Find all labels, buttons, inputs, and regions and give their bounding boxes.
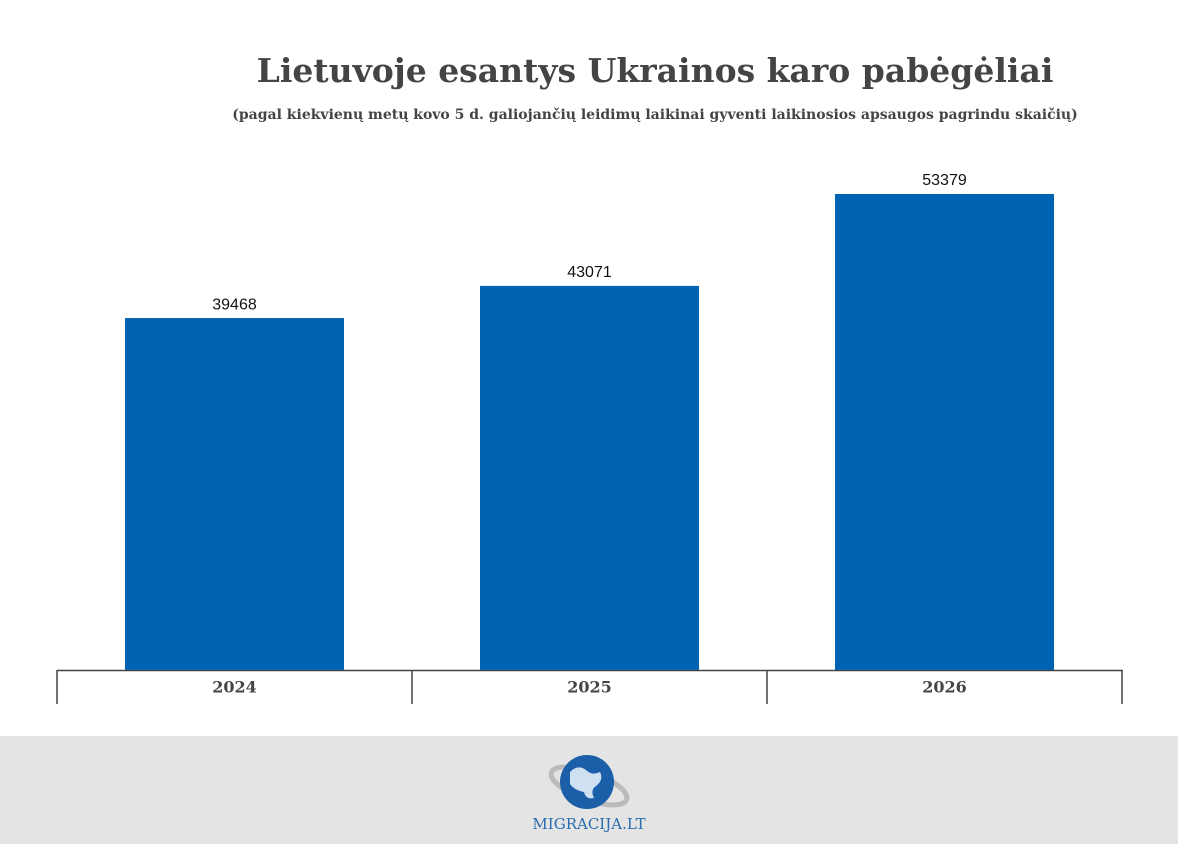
value-label: 39468	[212, 296, 257, 313]
chart-subtitle: (pagal kiekvienų metų kovo 5 d. galiojan…	[232, 107, 1077, 123]
bar	[480, 285, 699, 670]
value-label: 53379	[922, 172, 967, 189]
bar	[125, 318, 344, 670]
bar	[835, 194, 1054, 670]
x-tick-label: 2026	[922, 678, 967, 697]
value-label: 43071	[567, 264, 612, 281]
logo	[548, 755, 630, 809]
x-tick-label: 2025	[567, 678, 612, 697]
logo-text: MIGRACIJA.LT	[532, 815, 645, 833]
chart-title: Lietuvoje esantys Ukrainos karo pabėgėli…	[257, 51, 1054, 90]
x-tick-label: 2024	[212, 678, 257, 697]
